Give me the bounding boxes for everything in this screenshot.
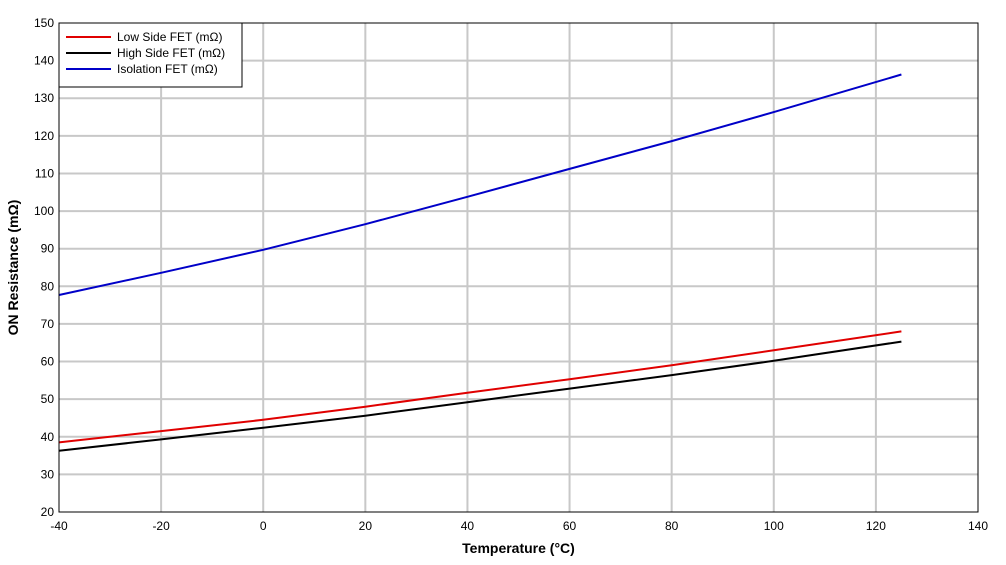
x-tick-label: 120	[866, 519, 886, 533]
y-tick-label: 60	[41, 355, 55, 369]
x-tick-label: 20	[359, 519, 373, 533]
grid	[59, 23, 978, 512]
y-tick-label: 20	[41, 505, 55, 519]
legend-label: High Side FET (mΩ)	[117, 46, 225, 60]
x-tick-label: 140	[968, 519, 988, 533]
series-lines	[58, 73, 902, 452]
y-tick-label: 130	[34, 91, 54, 105]
legend-label: Low Side FET (mΩ)	[117, 30, 222, 44]
y-tick-label: 150	[34, 16, 54, 30]
y-tick-label: 100	[34, 204, 54, 218]
y-tick-label: 70	[41, 317, 55, 331]
series-line-2	[58, 73, 902, 296]
series-line-0	[58, 330, 902, 444]
y-tick-label: 120	[34, 129, 54, 143]
y-tick-label: 50	[41, 392, 55, 406]
legend: Low Side FET (mΩ) High Side FET (mΩ) Isola…	[58, 22, 243, 88]
x-tick-label: 60	[563, 519, 577, 533]
plot-frame	[58, 22, 979, 513]
y-tick-label: 110	[35, 166, 54, 180]
x-tick-label: -20	[152, 519, 170, 533]
legend-label: Isolation FET (mΩ)	[117, 62, 218, 76]
x-tick-label: -40	[50, 519, 68, 533]
y-tick-label: 40	[41, 430, 55, 444]
y-tick-label: 30	[41, 467, 55, 481]
x-tick-label: 100	[764, 519, 784, 533]
y-tick-label: 140	[34, 54, 54, 68]
x-tick-label: 40	[461, 519, 475, 533]
y-tick-label: 90	[41, 242, 55, 256]
series-line-1	[58, 340, 902, 452]
y-axis-title: ON Resistance (mΩ)	[5, 200, 21, 336]
x-tick-label: 80	[665, 519, 679, 533]
x-tick-label: 0	[260, 519, 267, 533]
x-axis-title: Temperature (°C)	[462, 540, 575, 556]
tick-labels: -40 -20 0 20 40 60 80 100 120 140 20 30 40 50 60 70 80 90…	[34, 16, 988, 533]
y-tick-label: 80	[41, 279, 55, 293]
legend-box	[58, 22, 243, 88]
